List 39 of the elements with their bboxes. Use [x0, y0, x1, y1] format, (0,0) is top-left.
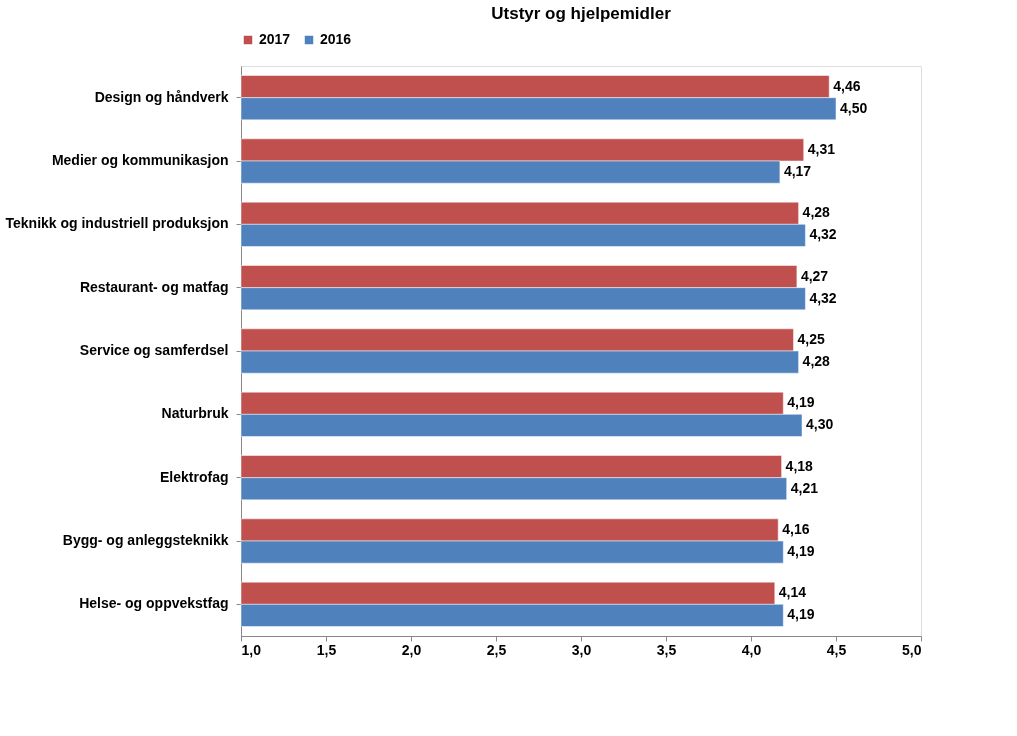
data-label: 4,46: [833, 77, 861, 94]
x-tick-label: 2,5: [486, 641, 507, 658]
legend-label: 2016: [320, 31, 352, 47]
data-label: 4,27: [800, 267, 829, 284]
data-label: 4,21: [790, 479, 819, 496]
y-tick-label: Teknikk og industriell produksjon: [5, 215, 229, 232]
data-label: 4,31: [807, 140, 836, 157]
data-label: 4,32: [809, 289, 837, 306]
x-tick-label: 1,5: [316, 641, 337, 658]
data-label: 4,28: [802, 204, 831, 221]
x-tick-label: 2,0: [401, 641, 422, 658]
data-label: 4,19: [787, 394, 815, 411]
data-label: 4,19: [787, 606, 815, 623]
data-label: 4,19: [787, 543, 815, 560]
y-tick-label: Helse- og oppvekstfag: [79, 595, 229, 612]
legend-label: 2017: [259, 31, 291, 47]
data-label: 4,14: [778, 584, 807, 601]
data-label: 4,30: [806, 416, 834, 433]
x-tick-label: 1,0: [241, 641, 262, 658]
data-label: 4,28: [802, 353, 831, 370]
data-label: 4,18: [785, 457, 814, 474]
x-tick-label: 5,0: [902, 641, 922, 658]
x-tick-label: 4,5: [826, 641, 847, 658]
y-tick-label: Naturbruk: [161, 405, 229, 422]
x-tick-label: 3,0: [571, 641, 592, 658]
y-tick-label: Bygg- og anleggsteknikk: [62, 532, 229, 548]
y-tick-label: Service og samferdsel: [79, 342, 229, 358]
y-tick-label: Medier og kommunikasjon: [51, 152, 229, 168]
chart-title: Utstyr og hjelpemidler: [491, 4, 672, 23]
y-tick-label: Elektrofag: [160, 468, 229, 485]
x-tick-label: 3,5: [656, 641, 677, 658]
y-tick-label: Design og håndverk: [94, 88, 229, 105]
data-label: 4,16: [782, 520, 810, 537]
data-label: 4,17: [783, 163, 812, 180]
x-tick-label: 4,0: [741, 641, 762, 658]
data-label: 4,25: [797, 330, 825, 347]
y-tick-label: Restaurant- og matfag: [79, 278, 229, 295]
data-label: 4,50: [840, 99, 868, 116]
data-label: 4,32: [809, 226, 837, 243]
